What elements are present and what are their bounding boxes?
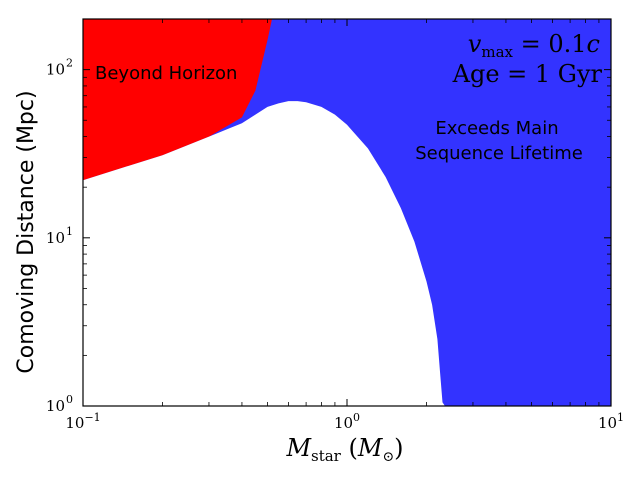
y-tick-label: 10 (46, 229, 65, 247)
y-tick-base: 10 (46, 61, 65, 79)
x-tick-exp: 1 (617, 411, 624, 424)
y-tick-label: 10 (46, 61, 65, 79)
annotation-vmax-c: c (587, 30, 600, 58)
x-tick-base: 10 (334, 414, 353, 432)
y-tick-base: 10 (46, 229, 65, 247)
annotation-age-rhs: = 1 Gyr (500, 60, 603, 88)
x-axis-unit-sub: ⊙ (382, 449, 394, 465)
region-beyond-horizon (83, 19, 272, 181)
annotation-vmax-symbol: v (468, 30, 482, 58)
x-tick-label: 101 (598, 411, 624, 432)
y-tick-base: 10 (46, 397, 65, 415)
x-axis-paren-open: ( (341, 434, 358, 462)
y-tick-exp: 2 (66, 57, 73, 70)
annotation-vmax-value: = 0.1 (513, 30, 587, 58)
x-tick-base: 10 (65, 414, 84, 432)
x-axis-title: Mstar (M⊙) (285, 434, 403, 465)
y-tick-label: 10 (46, 397, 65, 415)
annotation-age-lhs: Age (452, 60, 500, 88)
y-tick-exp: 0 (66, 393, 73, 406)
annotation-vmax: vmax = 0.1c (468, 30, 600, 61)
x-axis-unit: M (357, 434, 384, 462)
annotation-age: Age = 1 Gyr (452, 60, 603, 88)
x-tick-exp: 0 (353, 411, 360, 424)
x-axis-symbol-sub: star (311, 447, 342, 465)
y-tick-exp: 1 (66, 225, 73, 238)
x-tick-base: 10 (598, 414, 617, 432)
region-reachable (83, 101, 445, 406)
x-tick-exp: −1 (84, 411, 100, 424)
region-label-exceeds-main-line1: Exceeds Main (435, 118, 558, 139)
x-tick-label: 10−1 (65, 411, 100, 432)
region-label-exceeds-main-line2: Sequence Lifetime (415, 143, 583, 164)
y-axis-title: Comoving Distance (Mpc) (14, 90, 39, 373)
annotation-vmax-sub: max (481, 43, 513, 61)
x-tick-label: 100 (334, 411, 360, 432)
x-axis-symbol: M (285, 434, 312, 462)
x-axis-paren-close: ) (394, 434, 403, 462)
plot-area (83, 19, 611, 406)
region-label-beyond-horizon: Beyond Horizon (95, 63, 237, 84)
plot-frame (82, 18, 612, 407)
